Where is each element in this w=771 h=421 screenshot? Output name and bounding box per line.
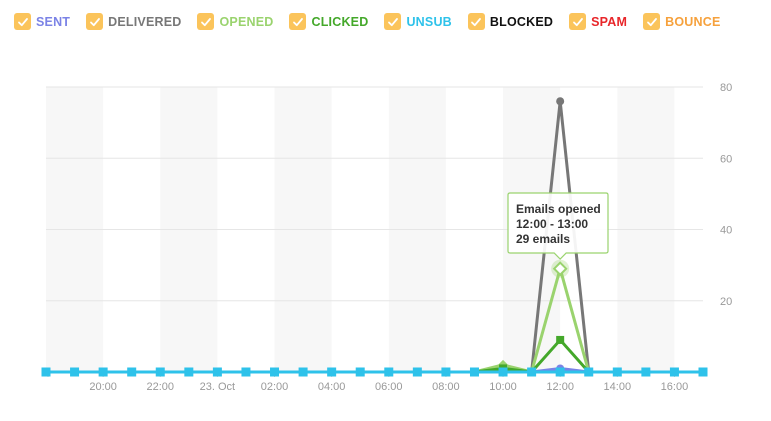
data-point-unsub xyxy=(441,367,451,377)
legend-label: BLOCKED xyxy=(489,14,554,29)
x-tick-label: 16:00 xyxy=(661,381,689,393)
data-point-unsub xyxy=(70,367,80,377)
x-tick-label: 20:00 xyxy=(89,381,117,393)
y-tick-label: 40 xyxy=(720,225,732,237)
x-tick-label: 04:00 xyxy=(318,381,346,393)
legend-item-delivered[interactable]: DELIVERED xyxy=(86,13,181,30)
x-tick-label: 10:00 xyxy=(489,381,517,393)
x-tick-label: 14:00 xyxy=(604,381,632,393)
legend-item-sent[interactable]: SENT xyxy=(14,13,70,30)
data-point-unsub xyxy=(612,367,622,377)
tooltip-title: Emails opened xyxy=(516,202,601,216)
y-tick-label: 20 xyxy=(720,296,732,308)
data-point-unsub xyxy=(298,367,308,377)
data-point-unsub xyxy=(241,367,251,377)
data-point-unsub xyxy=(212,367,222,377)
y-tick-label: 60 xyxy=(720,153,732,165)
data-point-unsub xyxy=(584,367,594,377)
data-point-unsub xyxy=(98,367,108,377)
legend-item-bounce[interactable]: BOUNCE xyxy=(643,13,720,30)
data-point-unsub xyxy=(669,367,679,377)
legend-label: BOUNCE xyxy=(665,14,721,29)
tooltip-box xyxy=(507,192,609,260)
data-point-unsub xyxy=(641,367,651,377)
data-point-unsub xyxy=(184,367,194,377)
data-point-unsub xyxy=(498,367,508,377)
x-tick-label: 12:00 xyxy=(546,381,574,393)
data-point-unsub xyxy=(555,367,565,377)
tooltip-range: 12:00 - 13:00 xyxy=(516,217,588,231)
data-point-unsub xyxy=(698,367,708,377)
data-point-clicked xyxy=(556,335,565,344)
data-point-unsub xyxy=(469,367,479,377)
legend-label: SPAM xyxy=(591,14,628,29)
hover-point-marker xyxy=(552,261,568,277)
legend-item-opened[interactable]: OPENED xyxy=(197,13,273,30)
legend-label: CLICKED xyxy=(311,14,369,29)
checkbox-checked-icon[interactable] xyxy=(569,13,587,30)
data-point-unsub xyxy=(412,367,422,377)
data-point-unsub xyxy=(527,367,537,377)
data-point-unsub xyxy=(384,367,394,377)
checkbox-checked-icon[interactable] xyxy=(384,13,402,30)
series-legend: SENT DELIVERED OPENED CLICKED UNSUB BLOCKED SP… xyxy=(14,13,737,30)
data-point-delivered xyxy=(556,97,565,106)
tooltip-value: 29 emails xyxy=(516,232,570,246)
data-point-unsub xyxy=(155,367,165,377)
x-tick-label: 06:00 xyxy=(375,381,403,393)
checkbox-checked-icon[interactable] xyxy=(14,13,31,30)
series-line-clicked xyxy=(46,338,703,374)
data-point-unsub xyxy=(355,367,365,377)
x-tick-label: 23. Oct xyxy=(200,381,235,393)
data-point-unsub xyxy=(41,367,51,377)
checkbox-checked-icon[interactable] xyxy=(643,13,661,30)
legend-item-unsub[interactable]: UNSUB xyxy=(384,13,452,30)
legend-label: OPENED xyxy=(219,14,274,29)
y-tick-label: 80 xyxy=(720,82,732,94)
data-point-unsub xyxy=(127,367,137,377)
series-line-opened xyxy=(46,267,703,374)
x-tick-label: 02:00 xyxy=(261,381,289,393)
checkbox-checked-icon[interactable] xyxy=(197,13,215,30)
legend-item-spam[interactable]: SPAM xyxy=(569,13,627,30)
legend-item-blocked[interactable]: BLOCKED xyxy=(467,13,554,30)
data-point-unsub xyxy=(270,367,280,377)
legend-label: SENT xyxy=(36,14,71,29)
legend-item-clicked[interactable]: CLICKED xyxy=(289,13,368,30)
checkbox-checked-icon[interactable] xyxy=(289,13,307,30)
checkbox-checked-icon[interactable] xyxy=(86,13,104,30)
data-point-unsub xyxy=(327,367,337,377)
x-tick-label: 22:00 xyxy=(146,381,174,393)
legend-label: DELIVERED xyxy=(108,14,182,29)
x-tick-label: 08:00 xyxy=(432,381,460,393)
legend-label: UNSUB xyxy=(406,14,452,29)
checkbox-checked-icon[interactable] xyxy=(467,13,485,30)
